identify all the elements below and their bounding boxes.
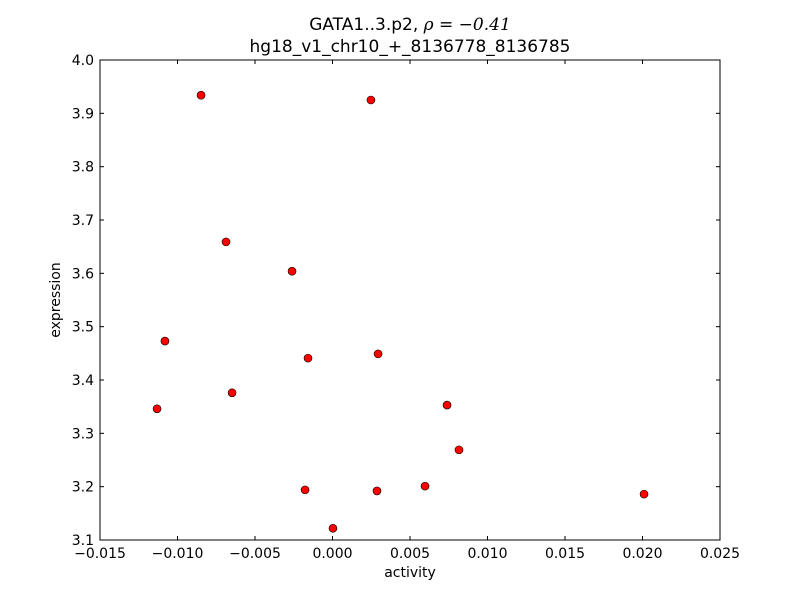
data-point — [196, 90, 206, 100]
y-tick-label: 3.1 — [72, 533, 94, 549]
title-prefix: GATA1..3.p2, — [309, 15, 423, 35]
data-point — [160, 336, 170, 346]
data-point — [420, 481, 430, 491]
x-axis-label: activity — [384, 565, 436, 581]
chart-title-line2: hg18_v1_chr10_+_8136778_8136785 — [250, 37, 571, 57]
x-tick-label: 0.000 — [312, 546, 352, 562]
data-point — [372, 486, 382, 496]
y-tick-label: 3.8 — [72, 160, 94, 176]
data-point — [366, 95, 376, 105]
data-point — [227, 388, 237, 398]
y-axis-label: expression — [48, 262, 64, 338]
data-point — [373, 349, 383, 359]
data-point — [328, 523, 338, 533]
x-tick-label: −0.010 — [152, 546, 204, 562]
y-tick-label: 3.4 — [72, 373, 94, 389]
y-tick-label: 3.5 — [72, 320, 94, 336]
title-rho: ρ = −0.41 — [423, 15, 511, 35]
x-tick-label: 0.025 — [700, 546, 740, 562]
data-point — [303, 353, 313, 363]
y-tick-label: 3.9 — [72, 106, 94, 122]
data-point — [639, 489, 649, 499]
y-tick-label: 3.3 — [72, 426, 94, 442]
data-point — [454, 445, 464, 455]
x-tick-label: 0.010 — [467, 546, 507, 562]
x-tick-label: −0.015 — [74, 546, 126, 562]
data-point — [287, 266, 297, 276]
x-tick-label: −0.005 — [229, 546, 281, 562]
y-tick-label: 3.6 — [72, 266, 94, 282]
data-point — [442, 400, 452, 410]
x-tick-label: 0.020 — [622, 546, 662, 562]
y-tick-label: 3.7 — [72, 213, 94, 229]
data-point — [300, 485, 310, 495]
y-tick-label: 3.2 — [72, 480, 94, 496]
data-point — [152, 404, 162, 414]
x-tick-label: 0.005 — [390, 546, 430, 562]
y-tick-label: 4.0 — [72, 53, 94, 69]
x-tick-label: 0.015 — [545, 546, 585, 562]
data-point — [221, 237, 231, 247]
plot-frame — [99, 59, 721, 541]
chart-title-line1: GATA1..3.p2, ρ = −0.41 — [309, 15, 511, 35]
